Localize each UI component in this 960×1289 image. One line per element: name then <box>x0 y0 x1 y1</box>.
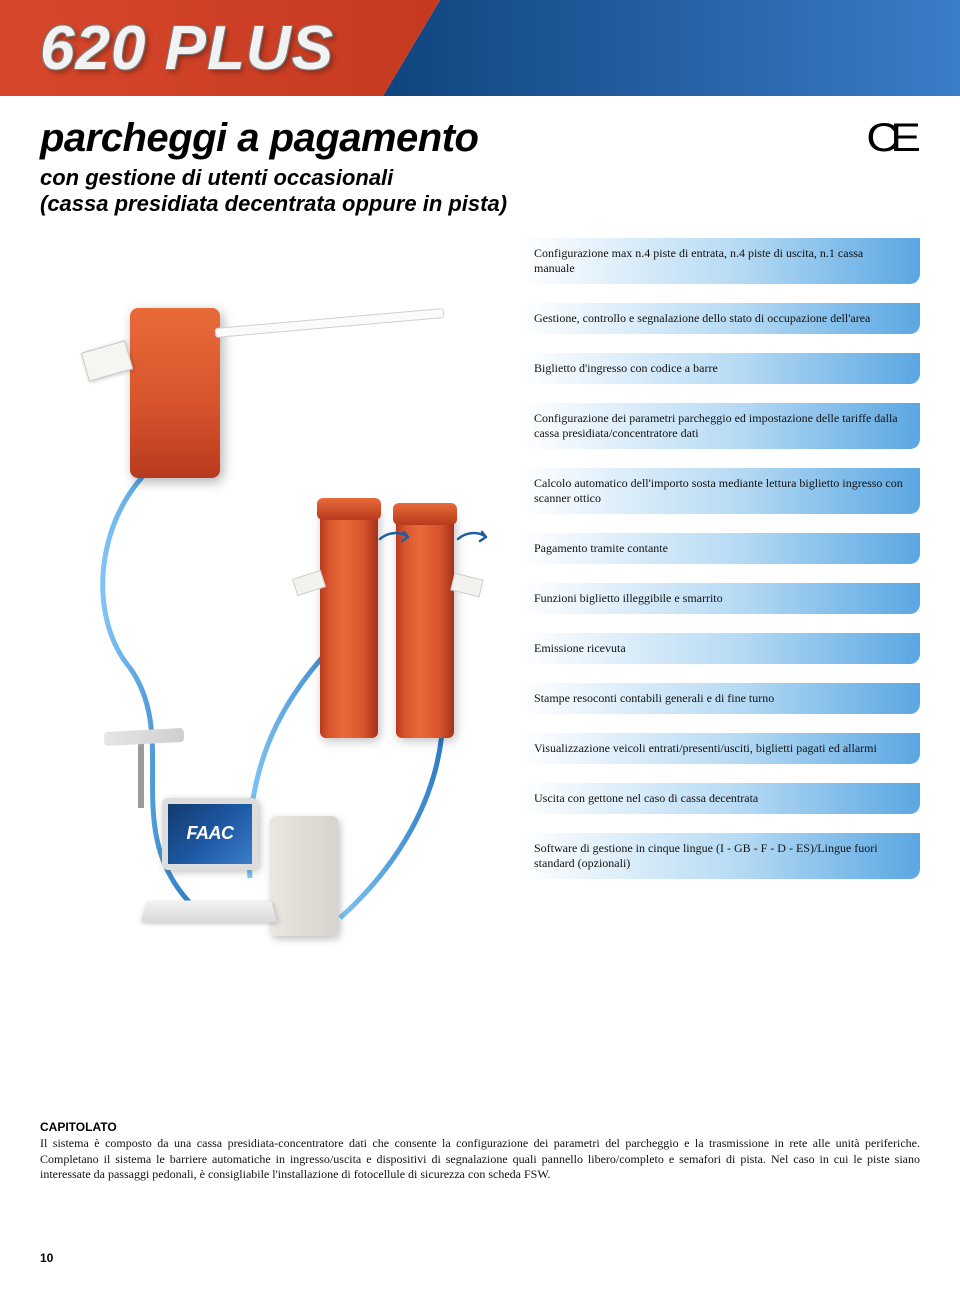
arrow-icon <box>456 530 492 548</box>
main-area: FAAC Configurazione max n.4 piste di ent… <box>40 238 920 1118</box>
feature-text: Calcolo automatico dell'importo sosta me… <box>534 476 906 506</box>
capitolato-body: Il sistema è composto da una cassa presi… <box>40 1136 920 1183</box>
feature-text: Biglietto d'ingresso con codice a barre <box>534 361 718 376</box>
page-title: parcheggi a pagamento <box>40 116 507 161</box>
feature-text: Uscita con gettone nel caso di cassa dec… <box>534 791 758 806</box>
feature-text: Visualizzazione veicoli entrati/presenti… <box>534 741 877 756</box>
feature-item: Gestione, controllo e segnalazione dello… <box>520 303 920 334</box>
feature-item: Funzioni biglietto illeggibile e smarrit… <box>520 583 920 614</box>
feature-item: Uscita con gettone nel caso di cassa dec… <box>520 783 920 814</box>
feature-item: Biglietto d'ingresso con codice a barre <box>520 353 920 384</box>
feature-item: Stampe resoconti contabili generali e di… <box>520 683 920 714</box>
feature-text: Configurazione max n.4 piste di entrata,… <box>534 246 906 276</box>
capitolato-block: CAPITOLATO Il sistema è composto da una … <box>40 1120 920 1183</box>
barrier-entry <box>130 308 220 478</box>
feature-text: Stampe resoconti contabili generali e di… <box>534 691 774 706</box>
feature-item: Software di gestione in cinque lingue (I… <box>520 833 920 879</box>
page-subtitle: con gestione di utenti occasionali (cass… <box>40 165 507 218</box>
model-banner: 620 PLUS <box>0 0 960 96</box>
keyboard <box>141 900 278 922</box>
subtitle-line2: (cassa presidiata decentrata oppure in p… <box>40 191 507 216</box>
ticket-pillar-1 <box>320 508 378 738</box>
feature-text: Configurazione dei parametri parcheggio … <box>534 411 906 441</box>
feature-text: Emissione ricevuta <box>534 641 626 656</box>
monitor: FAAC <box>162 798 258 870</box>
feature-text: Gestione, controllo e segnalazione dello… <box>534 311 870 326</box>
feature-text: Pagamento tramite contante <box>534 541 668 556</box>
content-area: parcheggi a pagamento con gestione di ut… <box>0 96 960 1118</box>
pillar-head <box>393 503 457 525</box>
arrow-icon <box>378 530 414 548</box>
capitolato-title: CAPITOLATO <box>40 1120 920 1134</box>
pillar-head <box>317 498 381 520</box>
page-number: 10 <box>40 1251 53 1265</box>
pc-tower <box>270 816 338 936</box>
feature-list: Configurazione max n.4 piste di entrata,… <box>520 238 920 898</box>
feature-text: Funzioni biglietto illeggibile e smarrit… <box>534 591 723 606</box>
illustration: FAAC <box>40 238 500 1058</box>
subtitle-line1: con gestione di utenti occasionali <box>40 165 393 190</box>
feature-text: Software di gestione in cinque lingue (I… <box>534 841 906 871</box>
feature-item: Visualizzazione veicoli entrati/presenti… <box>520 733 920 764</box>
feature-item: Configurazione max n.4 piste di entrata,… <box>520 238 920 284</box>
model-title: 620 PLUS <box>40 13 334 84</box>
monitor-logo: FAAC <box>187 823 234 844</box>
feature-item: Pagamento tramite contante <box>520 533 920 564</box>
feature-item: Calcolo automatico dell'importo sosta me… <box>520 468 920 514</box>
header-row: parcheggi a pagamento con gestione di ut… <box>40 116 920 218</box>
feature-item: Emissione ricevuta <box>520 633 920 664</box>
monitor-screen: FAAC <box>162 798 258 870</box>
header-text-block: parcheggi a pagamento con gestione di ut… <box>40 116 507 218</box>
ce-mark-icon: CE <box>867 116 924 161</box>
pole <box>138 738 144 808</box>
feature-item: Configurazione dei parametri parcheggio … <box>520 403 920 449</box>
